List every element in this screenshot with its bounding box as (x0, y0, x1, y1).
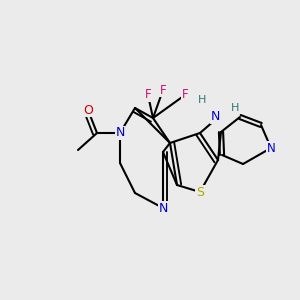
Text: N: N (115, 127, 125, 140)
Text: N: N (158, 202, 168, 214)
Text: N: N (210, 110, 220, 124)
Text: F: F (182, 88, 188, 101)
Text: N: N (267, 142, 275, 154)
Text: H: H (198, 95, 206, 105)
Text: F: F (160, 83, 166, 97)
Text: O: O (83, 103, 93, 116)
Text: F: F (145, 88, 151, 101)
Text: S: S (196, 185, 204, 199)
Text: H: H (231, 103, 239, 113)
